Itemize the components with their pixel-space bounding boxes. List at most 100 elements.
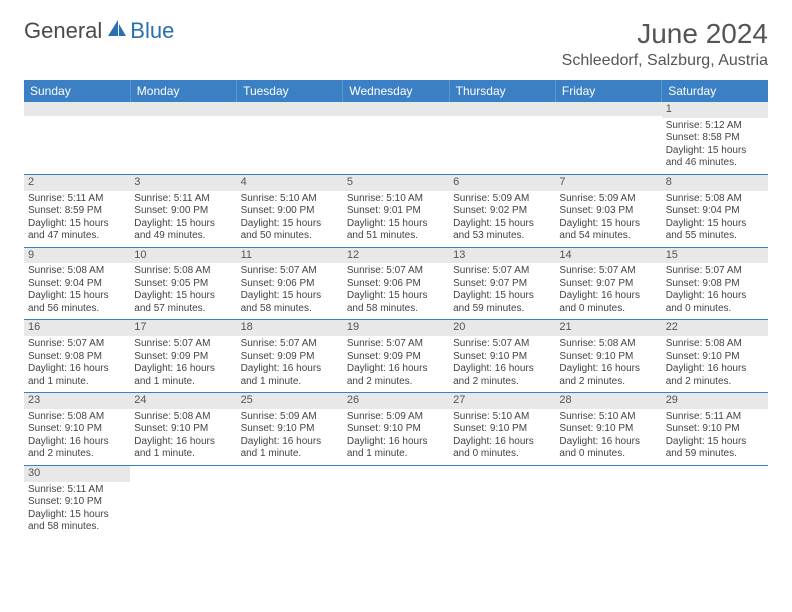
day-info-line: Sunset: 9:10 PM (666, 423, 764, 436)
day-number: 20 (449, 320, 555, 336)
day-info-line: Sunset: 9:00 PM (241, 205, 339, 218)
calendar-day-cell: 24Sunrise: 5:08 AMSunset: 9:10 PMDayligh… (130, 393, 236, 466)
day-info-line: Daylight: 15 hours and 58 minutes. (28, 509, 126, 534)
day-number: 30 (24, 466, 130, 482)
day-info-line: Daylight: 16 hours and 0 minutes. (453, 436, 551, 461)
day-info-line: Sunset: 9:10 PM (453, 423, 551, 436)
day-number: 2 (24, 175, 130, 191)
calendar-day-cell: 18Sunrise: 5:07 AMSunset: 9:09 PMDayligh… (237, 320, 343, 393)
calendar-day-cell: 22Sunrise: 5:08 AMSunset: 9:10 PMDayligh… (662, 320, 768, 393)
calendar-week-row: 30 Sunrise: 5:11 AMSunset: 9:10 PMDayligh… (24, 465, 768, 537)
day-header: Sunday (24, 80, 130, 102)
day-info-line: Daylight: 15 hours and 57 minutes. (134, 290, 232, 315)
day-number (130, 102, 236, 116)
day-info-line: Sunset: 8:58 PM (666, 132, 764, 145)
day-info-line: Sunrise: 5:08 AM (28, 265, 126, 278)
calendar-empty-cell (555, 102, 661, 174)
day-number: 11 (237, 248, 343, 264)
day-info-line: Daylight: 16 hours and 1 minute. (241, 363, 339, 388)
day-number (343, 102, 449, 116)
day-number: 13 (449, 248, 555, 264)
day-info-line: Sunrise: 5:10 AM (559, 411, 657, 424)
day-info-line: Sunset: 9:08 PM (666, 278, 764, 291)
day-info-line: Daylight: 15 hours and 49 minutes. (134, 218, 232, 243)
day-info-line: Sunrise: 5:10 AM (453, 411, 551, 424)
day-number: 6 (449, 175, 555, 191)
day-info-line: Sunrise: 5:11 AM (28, 484, 126, 497)
day-header: Thursday (449, 80, 555, 102)
day-info-line: Sunset: 9:10 PM (28, 496, 126, 509)
day-info-line: Sunset: 9:10 PM (559, 423, 657, 436)
day-info-line: Sunrise: 5:07 AM (453, 265, 551, 278)
day-number: 26 (343, 393, 449, 409)
calendar-week-row: 1Sunrise: 5:12 AMSunset: 8:58 PMDaylight… (24, 102, 768, 174)
calendar-body: 1Sunrise: 5:12 AMSunset: 8:58 PMDaylight… (24, 102, 768, 538)
calendar-day-cell: 25Sunrise: 5:09 AMSunset: 9:10 PMDayligh… (237, 393, 343, 466)
day-info-line: Sunrise: 5:09 AM (347, 411, 445, 424)
calendar-day-cell: 21Sunrise: 5:08 AMSunset: 9:10 PMDayligh… (555, 320, 661, 393)
day-number: 15 (662, 248, 768, 264)
day-info-line: Daylight: 15 hours and 58 minutes. (241, 290, 339, 315)
calendar-day-cell: 1Sunrise: 5:12 AMSunset: 8:58 PMDaylight… (662, 102, 768, 174)
day-info-line: Daylight: 16 hours and 2 minutes. (559, 363, 657, 388)
calendar-empty-cell (237, 465, 343, 537)
day-number: 23 (24, 393, 130, 409)
day-info-line: Sunrise: 5:12 AM (666, 120, 764, 133)
day-header: Tuesday (237, 80, 343, 102)
calendar-empty-cell (237, 102, 343, 174)
day-info-line: Sunrise: 5:08 AM (134, 411, 232, 424)
day-number: 22 (662, 320, 768, 336)
calendar-empty-cell (555, 465, 661, 537)
calendar-day-cell: 6Sunrise: 5:09 AMSunset: 9:02 PMDaylight… (449, 174, 555, 247)
day-info-line: Sunrise: 5:08 AM (666, 193, 764, 206)
day-info-line: Sunrise: 5:07 AM (347, 338, 445, 351)
calendar-day-cell: 20Sunrise: 5:07 AMSunset: 9:10 PMDayligh… (449, 320, 555, 393)
calendar-day-cell: 8Sunrise: 5:08 AMSunset: 9:04 PMDaylight… (662, 174, 768, 247)
day-info-line: Sunrise: 5:07 AM (241, 265, 339, 278)
day-info-line: Daylight: 15 hours and 46 minutes. (666, 145, 764, 170)
day-header: Monday (130, 80, 236, 102)
day-info-line: Daylight: 15 hours and 47 minutes. (28, 218, 126, 243)
day-info-line: Daylight: 15 hours and 50 minutes. (241, 218, 339, 243)
day-info-line: Sunset: 9:00 PM (134, 205, 232, 218)
logo-text-part2: Blue (130, 18, 174, 44)
day-info-line: Sunrise: 5:07 AM (453, 338, 551, 351)
calendar-day-cell: 12Sunrise: 5:07 AMSunset: 9:06 PMDayligh… (343, 247, 449, 320)
day-header: Saturday (662, 80, 768, 102)
day-info-line: Daylight: 16 hours and 1 minute. (134, 363, 232, 388)
calendar-empty-cell (662, 465, 768, 537)
day-number: 7 (555, 175, 661, 191)
calendar-empty-cell (343, 465, 449, 537)
day-info-line: Sunrise: 5:08 AM (559, 338, 657, 351)
calendar-day-cell: 14Sunrise: 5:07 AMSunset: 9:07 PMDayligh… (555, 247, 661, 320)
day-info-line: Daylight: 16 hours and 1 minute. (347, 436, 445, 461)
day-info-line: Sunrise: 5:07 AM (28, 338, 126, 351)
day-info-line: Daylight: 16 hours and 1 minute. (134, 436, 232, 461)
day-number (449, 466, 555, 480)
day-info-line: Sunrise: 5:08 AM (28, 411, 126, 424)
day-info-line: Sunset: 9:09 PM (347, 351, 445, 364)
calendar-day-cell: 13Sunrise: 5:07 AMSunset: 9:07 PMDayligh… (449, 247, 555, 320)
day-info-line: Sunrise: 5:09 AM (453, 193, 551, 206)
day-info-line: Daylight: 15 hours and 53 minutes. (453, 218, 551, 243)
day-info-line: Sunrise: 5:08 AM (134, 265, 232, 278)
day-number: 10 (130, 248, 236, 264)
day-info-line: Sunset: 9:10 PM (559, 351, 657, 364)
day-info-line: Sunset: 9:09 PM (241, 351, 339, 364)
day-info-line: Sunrise: 5:07 AM (347, 265, 445, 278)
day-number: 9 (24, 248, 130, 264)
calendar-day-cell: 27Sunrise: 5:10 AMSunset: 9:10 PMDayligh… (449, 393, 555, 466)
calendar-table: SundayMondayTuesdayWednesdayThursdayFrid… (24, 80, 768, 538)
day-number: 29 (662, 393, 768, 409)
day-info-line: Sunset: 9:10 PM (134, 423, 232, 436)
day-number: 17 (130, 320, 236, 336)
day-number (237, 102, 343, 116)
day-info-line: Sunset: 9:04 PM (28, 278, 126, 291)
calendar-day-cell: 23Sunrise: 5:08 AMSunset: 9:10 PMDayligh… (24, 393, 130, 466)
calendar-day-cell: 4Sunrise: 5:10 AMSunset: 9:00 PMDaylight… (237, 174, 343, 247)
day-info-line: Sunset: 9:07 PM (559, 278, 657, 291)
day-info-line: Daylight: 15 hours and 54 minutes. (559, 218, 657, 243)
day-info-line: Daylight: 15 hours and 51 minutes. (347, 218, 445, 243)
day-number (343, 466, 449, 480)
day-number (449, 102, 555, 116)
